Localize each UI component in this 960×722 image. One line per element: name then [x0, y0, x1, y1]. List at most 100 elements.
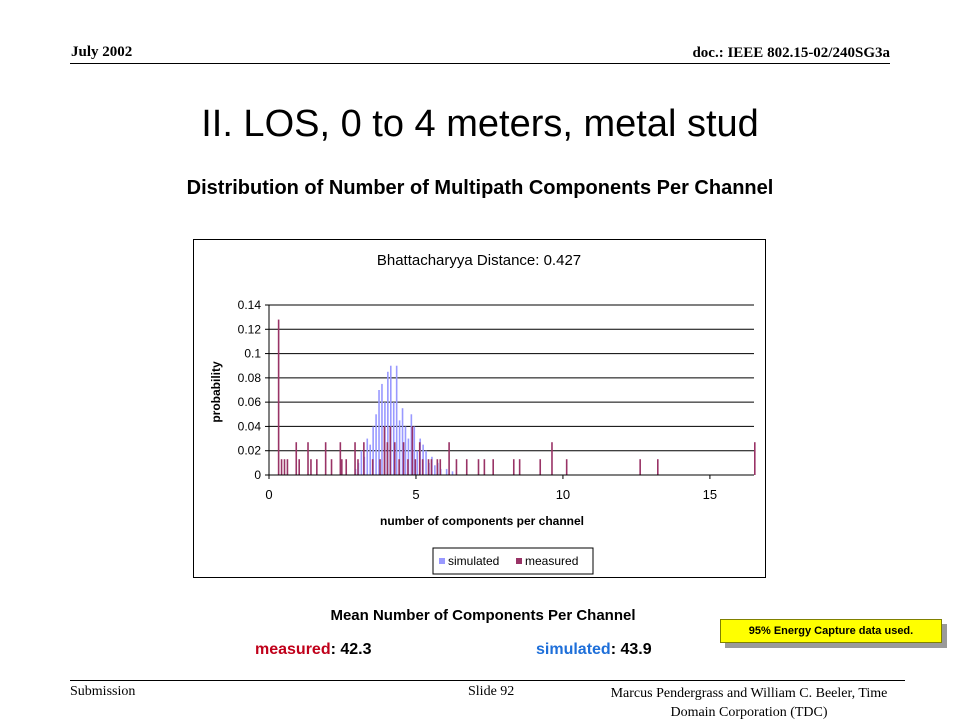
- x-axis-label: number of components per channel: [380, 514, 584, 528]
- bar-measured: [439, 459, 442, 475]
- bar-measured: [539, 459, 542, 475]
- bar-measured: [379, 459, 381, 475]
- bar-measured: [277, 319, 280, 475]
- y-tick-label: 0.12: [238, 322, 262, 336]
- bar-simulated: [434, 465, 436, 475]
- y-tick-label: 0.06: [238, 395, 262, 409]
- bar-measured: [483, 459, 486, 475]
- bar-measured: [307, 442, 309, 475]
- header-rule: [70, 63, 890, 64]
- mean-components-title: Mean Number of Components Per Channel: [330, 607, 636, 624]
- bar-simulated: [360, 450, 363, 475]
- energy-capture-note: 95% Energy Capture data used.: [720, 619, 942, 643]
- footer-author: Marcus Pendergrass and William C. Beeler…: [610, 686, 888, 720]
- bar-measured: [465, 459, 468, 475]
- x-tick-label: 15: [703, 487, 717, 502]
- legend-swatch-measured: [516, 558, 522, 564]
- bar-measured: [411, 426, 414, 475]
- bar-simulated: [416, 450, 419, 475]
- bar-simulated: [407, 438, 410, 475]
- probability-chart: Bhattacharyya Distance: 0.427 0 0.02 0.04 0…: [209, 252, 756, 575]
- bar-simulated: [366, 438, 369, 475]
- bar-measured: [427, 459, 430, 475]
- bar-measured: [421, 459, 424, 475]
- footer-rule: [70, 680, 905, 681]
- bar-simulated: [378, 390, 380, 475]
- x-tick-label: 0: [265, 487, 272, 502]
- bar-measured: [386, 442, 389, 475]
- bar-measured: [551, 442, 553, 475]
- bar-simulated: [392, 402, 395, 475]
- bar-measured: [345, 459, 348, 475]
- bar-simulated: [410, 414, 413, 475]
- mean-measured-label: measured: [255, 641, 331, 658]
- bar-measured: [324, 442, 327, 475]
- mean-measured-value: : 42.3: [330, 641, 372, 658]
- bar-measured: [295, 442, 298, 475]
- bar-measured: [389, 426, 392, 475]
- bar-simulated: [404, 426, 407, 475]
- legend-label-simulated: simulated: [448, 554, 499, 568]
- bar-simulated: [413, 426, 416, 475]
- bar-simulated: [369, 444, 372, 475]
- bar-simulated: [395, 365, 398, 475]
- header-doc-id: doc.: IEEE 802.15-02/240SG3a: [692, 45, 890, 61]
- bar-simulated: [387, 371, 389, 475]
- bar-measured: [371, 459, 374, 475]
- slide-title: II. LOS, 0 to 4 meters, metal stud: [201, 103, 759, 145]
- bar-measured: [418, 442, 421, 475]
- y-tick-label: 0.1: [244, 347, 261, 361]
- chart-frame: Bhattacharyya Distance: 0.427 0 0.02 0.04 0…: [193, 239, 766, 578]
- y-tick-label: 0: [254, 468, 261, 482]
- mean-simulated-label: simulated: [536, 641, 611, 658]
- bar-measured: [430, 459, 433, 475]
- bar-measured: [298, 459, 300, 475]
- bar-measured: [754, 442, 756, 475]
- legend-swatch-simulated: [439, 558, 445, 564]
- mean-simulated-value: : 43.9: [610, 641, 652, 658]
- header-date: July 2002: [71, 44, 133, 60]
- bar-measured: [310, 459, 312, 475]
- bar-simulated: [372, 426, 374, 475]
- bar-measured: [339, 442, 342, 475]
- bar-simulated: [398, 420, 401, 475]
- bar-simulated: [389, 365, 392, 475]
- bar-measured: [414, 459, 417, 475]
- bar-measured: [341, 459, 343, 475]
- bar-measured: [393, 442, 396, 475]
- y-tick-label: 0.02: [238, 444, 262, 458]
- bar-simulated: [381, 383, 383, 475]
- bar-measured: [436, 459, 439, 475]
- bar-measured: [330, 459, 333, 475]
- mean-measured: measured: 42.3: [255, 641, 372, 659]
- bar-measured: [407, 459, 409, 475]
- x-tick-label: 5: [412, 487, 419, 502]
- bar-measured: [398, 459, 400, 475]
- footer-slide-number: Slide 92: [468, 684, 515, 699]
- bar-measured: [492, 459, 494, 475]
- bar-measured: [477, 459, 480, 475]
- bar-measured: [455, 459, 458, 475]
- chart-legend: simulated measured: [432, 547, 594, 575]
- bar-simulated: [401, 408, 404, 475]
- bar-simulated: [425, 450, 427, 475]
- bar-measured: [639, 459, 641, 475]
- bar-measured: [316, 459, 318, 475]
- bar-measured: [283, 459, 286, 475]
- bar-measured: [363, 442, 365, 475]
- bar-simulated: [445, 468, 448, 475]
- bar-measured: [357, 459, 359, 475]
- bar-measured: [402, 442, 405, 475]
- y-tick-label: 0.08: [238, 371, 262, 385]
- legend-label-measured: measured: [525, 554, 578, 568]
- slide-subtitle: Distribution of Number of Multipath Comp…: [186, 177, 774, 199]
- x-tick-label: 10: [556, 487, 570, 502]
- bar-measured: [383, 426, 386, 475]
- y-axis-label: probability: [209, 361, 223, 423]
- mean-simulated: simulated: 43.9: [536, 641, 652, 659]
- bar-measured: [565, 459, 568, 475]
- bar-measured: [354, 442, 356, 475]
- footer-submission: Submission: [70, 684, 136, 699]
- bar-measured: [280, 459, 283, 475]
- y-tick-label: 0.04: [238, 419, 262, 433]
